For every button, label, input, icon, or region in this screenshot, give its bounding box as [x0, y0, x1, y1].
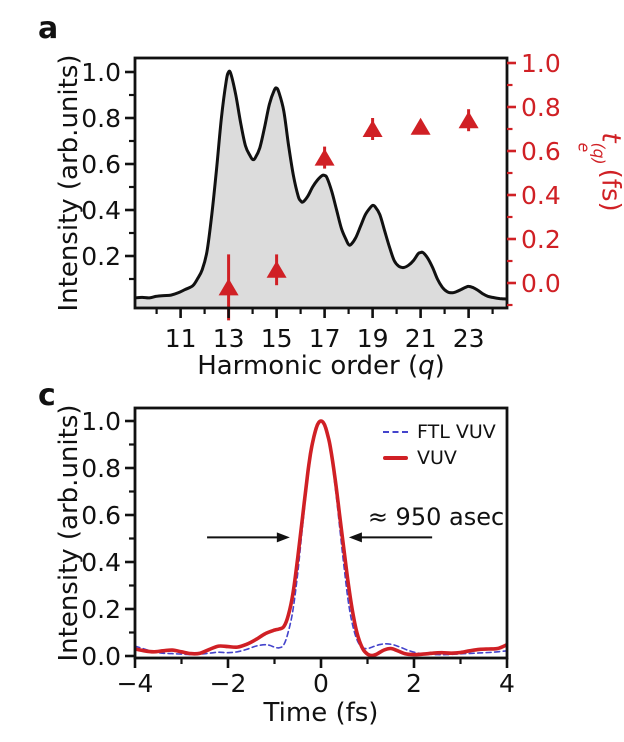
emission-time-marker: [458, 111, 479, 129]
legend-row-ftl-vuv: FTL VUV: [383, 419, 496, 445]
tick-label: 0.8: [81, 104, 121, 133]
emission-time-marker: [410, 117, 431, 135]
xlabel-a-pre: Harmonic order (: [197, 351, 419, 381]
tick-label: −2: [210, 669, 247, 698]
xlabel-a-italic-q: q: [418, 351, 435, 381]
tick-label: 1.0: [81, 407, 121, 436]
panel-a-xlabel: Harmonic order (q): [197, 351, 445, 381]
tick-label: 0.2: [81, 595, 121, 624]
tick-label: 0.8: [521, 93, 561, 122]
panel-a-letter: a: [38, 11, 59, 46]
tick-label: 4: [499, 669, 515, 698]
tick-label: 0.2: [81, 242, 121, 271]
legend-row-vuv: VUV: [383, 445, 496, 471]
tick-label: 0.4: [81, 548, 121, 577]
tick-label: 1.0: [521, 49, 561, 78]
tick-label: 0.6: [521, 137, 561, 166]
panel-c-xlabel: Time (fs): [263, 698, 379, 728]
panel-c-plot: −4 −2 0 2 4 0.0 0.2 0.4 0.6 0.8 1.0: [81, 406, 515, 698]
tick-label: 2: [406, 669, 422, 698]
tick-label: 19: [357, 324, 389, 353]
tick-label: 15: [261, 324, 293, 353]
tick-label: 11: [165, 324, 197, 353]
tick-label: 21: [405, 324, 437, 353]
tick-label: 1.0: [81, 58, 121, 87]
harmonic-spectrum-curve: [135, 69, 507, 301]
ylabel-right-sup: (q): [590, 142, 609, 165]
panel-a-ylabel-right: t (q) e (fs): [574, 132, 624, 211]
tick-label: 0.4: [81, 196, 121, 225]
ylabel-right-sub: e: [574, 142, 593, 153]
panel-a-axes-frame: [133, 56, 509, 310]
emission-time-marker: [266, 260, 287, 278]
harmonic-spectrum-fill: [135, 71, 507, 308]
tick-label: 0: [313, 669, 329, 698]
fwhm-arrow-head: [276, 532, 290, 543]
tick-label: 17: [309, 324, 341, 353]
emission-time-marker: [218, 278, 239, 296]
tick-label: 0.6: [81, 150, 121, 179]
fwhm-annotation: ≈ 950 asec: [367, 503, 505, 531]
ylabel-right-unit: (fs): [595, 168, 624, 212]
tick-label: 0.0: [81, 642, 121, 671]
legend-label-vuv: VUV: [417, 447, 457, 469]
ftl-vuv-line-sample: [383, 431, 408, 433]
ylabel-right-base: t: [595, 132, 624, 143]
legend: FTL VUV VUV: [383, 419, 496, 471]
tick-label: 0.4: [521, 181, 561, 210]
vuv-line-sample: [383, 456, 408, 460]
panel-c-letter: c: [38, 378, 56, 413]
panel-a-plot: 11 13 15 17 19 21 23 0.2 0.4 0.6 0.8 1.0 0.0 0.2 0.4 0.…: [81, 49, 561, 353]
vuv-pulse-curve: [135, 419, 507, 658]
legend-label-ftl-vuv: FTL VUV: [417, 421, 496, 443]
tick-label: 0.2: [521, 225, 561, 254]
fwhm-arrow-head: [348, 532, 362, 543]
tick-label: 23: [453, 324, 485, 353]
tick-label: 13: [213, 324, 245, 353]
tick-label: 0.8: [81, 454, 121, 483]
tick-label: −4: [117, 669, 154, 698]
xlabel-a-post: ): [434, 351, 445, 381]
emission-time-marker: [314, 148, 335, 166]
panel-c-ylabel: Intensity (arb.units): [54, 404, 84, 662]
panel-a-ylabel-left: Intensity (arb.units): [54, 54, 84, 312]
tick-label: 0.6: [81, 501, 121, 530]
emission-time-marker: [362, 120, 383, 137]
tick-label: 0.0: [521, 269, 561, 298]
ylabel-right-scripts: (q) e: [574, 142, 609, 165]
